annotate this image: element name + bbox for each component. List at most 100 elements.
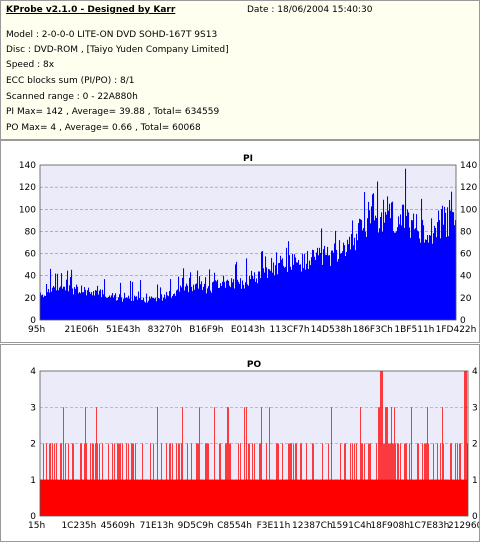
pi-bar [303, 268, 305, 320]
pi-bar [410, 237, 412, 320]
pi-bar [234, 288, 236, 320]
pi-bar [193, 284, 195, 320]
pi-bar [189, 277, 191, 320]
pi-bar [223, 275, 225, 320]
pi-bar [49, 292, 51, 320]
po-bar [391, 407, 392, 516]
pi-bar [145, 302, 147, 320]
pi-bar [321, 228, 323, 320]
pi-bar [349, 236, 351, 320]
pi-bar [66, 279, 68, 320]
pi-bar [90, 293, 92, 320]
pi-bar [329, 255, 331, 320]
pi-bar [139, 298, 141, 320]
pi-bar [155, 297, 157, 320]
pi-bar [79, 292, 81, 320]
pi-bar [450, 210, 452, 320]
pi-bar [389, 203, 391, 320]
pi-series [40, 168, 457, 320]
pi-bar [408, 212, 410, 320]
pi-bar [358, 223, 360, 320]
pi-bar [191, 286, 193, 320]
pi-bar [150, 298, 152, 320]
po-bar [465, 371, 466, 516]
pi-bar [75, 288, 77, 320]
po-baseline-band [40, 479, 468, 516]
y-tick-label-right: 1 [472, 476, 478, 486]
pi-bar [194, 289, 196, 320]
pi-bar [320, 252, 322, 320]
pi-bar [216, 281, 218, 320]
pi-bar [386, 214, 388, 320]
pi-bar [435, 228, 437, 320]
pi-bar [48, 288, 50, 320]
pi-bar [109, 295, 111, 320]
x-tick-label: 1C7E83h [409, 521, 450, 531]
pi-bar [305, 269, 307, 320]
x-tick-label: 21E06h [64, 325, 98, 335]
pi-bar [47, 292, 49, 320]
pi-bar [153, 297, 155, 320]
pi-bar [235, 264, 237, 320]
pi-bar [247, 284, 249, 320]
pi-bar [91, 292, 93, 320]
po-stats-line: PO Max= 4 , Average= 0.66 , Total= 60068 [6, 123, 201, 133]
pi-bar [404, 227, 406, 320]
pi-bar [210, 290, 212, 320]
pi-bar [195, 284, 197, 320]
x-tick-label: 1C235h [61, 521, 96, 531]
pi-bar [83, 292, 85, 320]
pi-bar [310, 265, 312, 320]
pi-bar [181, 287, 183, 320]
pi-bar [74, 287, 76, 320]
pi-bar [59, 287, 61, 320]
pi-bar [423, 225, 425, 320]
pi-bar [76, 284, 78, 320]
x-tick-label: 113CF7h [270, 325, 310, 335]
pi-bar [125, 298, 127, 320]
pi-bar [151, 296, 153, 320]
pi-bar [365, 231, 367, 320]
pi-bar [157, 284, 159, 320]
pi-bar [116, 300, 118, 320]
pi-bar [260, 278, 262, 320]
po-bar [244, 407, 245, 516]
pi-bar [53, 285, 55, 320]
pi-bar [428, 242, 430, 320]
pi-bar [203, 286, 205, 320]
pi-bar [219, 287, 221, 320]
plot-border [39, 164, 457, 321]
pi-bar [419, 238, 421, 320]
pi-bar [146, 293, 148, 320]
pi-bar [173, 294, 175, 320]
pi-bar [217, 279, 219, 320]
pi-bar [103, 294, 105, 320]
pi-bar [293, 264, 295, 320]
pi-bar [200, 284, 202, 320]
pi-bar [112, 293, 114, 320]
x-tick-label: 45609h [101, 521, 135, 531]
pi-bar [350, 249, 352, 320]
pi-bar [376, 217, 378, 320]
pi-bar [401, 225, 403, 320]
pi-bar [198, 288, 200, 320]
pi-bar [162, 300, 164, 320]
x-tick-label: 9D5C9h [178, 521, 214, 531]
pi-bar [40, 292, 42, 320]
pi-bar [166, 291, 168, 320]
x-tick-label: 71E13h [140, 521, 174, 531]
pi-bar [424, 242, 426, 320]
pi-bar [276, 252, 278, 320]
pi-bar [385, 211, 387, 320]
po-bar [269, 407, 270, 516]
y-tick-label-left: 100 [19, 205, 36, 215]
pi-bar [442, 205, 444, 320]
pi-bar [122, 301, 124, 320]
pi-bar [454, 225, 456, 320]
pi-bar [207, 288, 209, 320]
pi-bar [347, 239, 349, 320]
pi-bar [316, 252, 318, 320]
pi-bar [325, 254, 327, 320]
pi-bar [394, 232, 396, 320]
pi-bar [274, 275, 276, 320]
